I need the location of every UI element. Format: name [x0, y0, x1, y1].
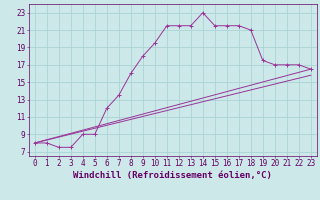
- X-axis label: Windchill (Refroidissement éolien,°C): Windchill (Refroidissement éolien,°C): [73, 171, 272, 180]
